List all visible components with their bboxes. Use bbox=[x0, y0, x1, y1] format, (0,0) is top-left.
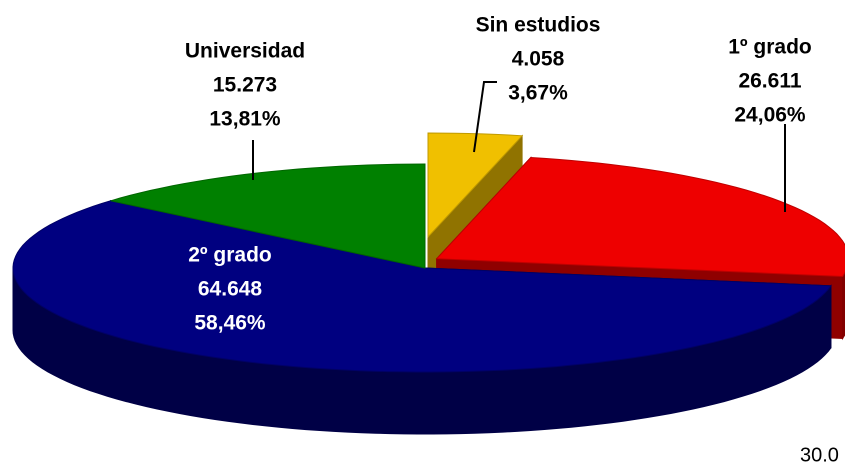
slice bbox=[12, 200, 832, 373]
slice-value-label: 64.648 bbox=[198, 278, 263, 301]
slice-percent-label: 13,81% bbox=[209, 108, 281, 131]
slice-side bbox=[842, 271, 845, 341]
slice-label: Sin estudios bbox=[476, 14, 601, 37]
slice-label: 2º grado bbox=[188, 244, 272, 267]
slice-percent-label: 3,67% bbox=[508, 82, 568, 105]
slice-label: Universidad bbox=[185, 40, 305, 63]
slice-value-label: 4.058 bbox=[512, 48, 565, 71]
leader-line bbox=[473, 81, 497, 153]
slice-value-label: 15.273 bbox=[213, 74, 277, 97]
slice bbox=[427, 132, 524, 239]
slice-percent-label: 58,46% bbox=[194, 312, 266, 335]
slice-value-label: 26.611 bbox=[738, 70, 801, 93]
slice bbox=[110, 163, 426, 269]
slice bbox=[435, 156, 845, 278]
annotation: 30.0 bbox=[800, 444, 839, 466]
slice-label: 1º grado bbox=[728, 36, 812, 59]
slice-percent-label: 24,06% bbox=[734, 104, 806, 127]
